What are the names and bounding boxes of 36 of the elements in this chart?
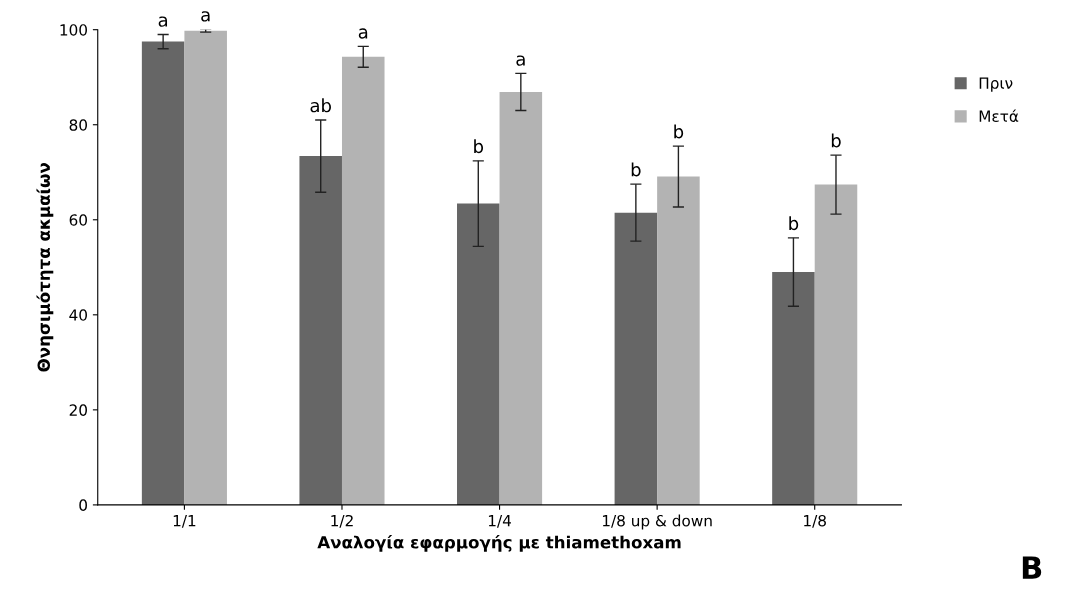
x-tick-label: 1/1 [173, 515, 196, 528]
bar [772, 272, 815, 505]
annotation: b [474, 139, 484, 154]
text: a [158, 16, 168, 27]
y-tick-label: 20 [69, 404, 87, 416]
bar [184, 30, 227, 505]
y-tick-label: 60 [69, 214, 87, 226]
annotation: b [674, 124, 684, 139]
annotation: a [516, 55, 525, 66]
x-tick-label: 1/8 up & down [602, 514, 712, 530]
y-tick-label: 100 [60, 24, 87, 36]
y-tick-label: 40 [69, 309, 87, 321]
legend-label: Μετά [979, 109, 1019, 122]
text: a [201, 11, 210, 22]
y-tick-label: 0 [79, 499, 87, 511]
annotation: b [831, 133, 841, 148]
bar [499, 91, 543, 505]
bar [814, 184, 858, 505]
bar [141, 41, 185, 505]
bar [614, 212, 658, 505]
x-axis-title: Αναλογία εφαρμογής με thiamethoxam [317, 534, 681, 552]
y-axis-title: Θνησιμότητα ακμαίων [36, 162, 54, 372]
legend-label: Πριν [979, 77, 1013, 92]
bar [457, 203, 500, 505]
x-tick-label: 1/8 [804, 514, 826, 528]
bar [657, 176, 700, 505]
x-tick-label: 1/2 [331, 514, 353, 528]
bar [341, 56, 385, 505]
annotation: a [358, 28, 368, 39]
bar [299, 156, 342, 505]
x-tick-label: 1/4 [488, 515, 511, 528]
text: B [1022, 556, 1042, 579]
annotation: ab [310, 98, 331, 113]
annotation: b [631, 162, 641, 177]
annotation: b [789, 216, 799, 231]
y-tick-label: 80 [69, 119, 87, 131]
